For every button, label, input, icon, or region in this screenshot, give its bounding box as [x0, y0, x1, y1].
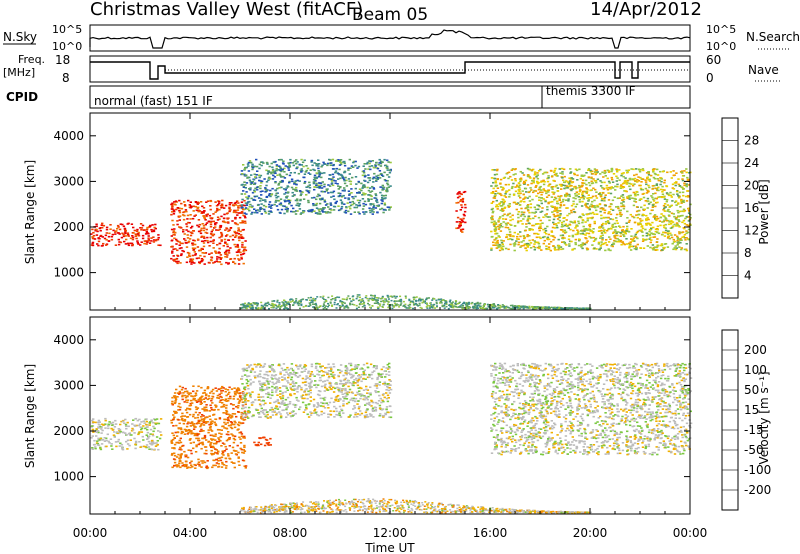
power-cbar-tick-6: 28 — [744, 134, 759, 148]
y-tick-label-vel-0: 1000 — [53, 470, 84, 484]
nsearch-tick-bottom: 10^0 — [706, 40, 736, 53]
vel-cbar-tick-3: 15 — [744, 403, 759, 417]
noise-strip: N.Sky 10^5 10^0 10^5 10^0 N.Search — [3, 23, 800, 53]
y-tick-label-vel-3: 4000 — [53, 333, 84, 347]
nave-label: Nave — [748, 63, 779, 77]
power-cbar-tick-1: 8 — [744, 246, 752, 260]
noise-trace — [89, 29, 691, 49]
power-feature-3 — [455, 190, 467, 233]
nsky-tick-top: 10^5 — [52, 23, 82, 36]
velocity-colorbar: 200 100 50 15 -15 -50 -100 -200 — [721, 329, 771, 511]
vel-cbar-tick-7: -200 — [744, 483, 771, 497]
power-cbar-tick-0: 4 — [744, 269, 752, 283]
vel-cbar-tick-6: -100 — [744, 463, 771, 477]
nave-tick-top: 60 — [706, 53, 721, 67]
y-tick-label-power-1: 2000 — [53, 220, 84, 234]
x-tick-label-0: 00:00 — [73, 526, 108, 540]
nsky-label: N.Sky — [3, 30, 37, 44]
frequency-strip: Freq. [MHz] 18 8 60 0 Nave — [3, 53, 780, 85]
vel-cbar-tick-2: 50 — [744, 383, 759, 397]
velocity-feature-1 — [170, 385, 248, 470]
y-tick-label-power-3: 4000 — [53, 129, 84, 143]
y-tick-label-power-2: 3000 — [53, 174, 84, 188]
power-colorbar-label: Power [dB] — [757, 179, 771, 244]
freq-tick-bottom: 8 — [62, 71, 70, 85]
power-cbar-tick-5: 24 — [744, 156, 759, 170]
y-tick-label-power-0: 1000 — [53, 266, 84, 280]
velocity-panel: 1000 2000 3000 4000 — [53, 316, 693, 515]
beam-title: Beam 05 — [352, 5, 428, 25]
xlabel: Time UT — [364, 541, 415, 554]
cpid-themis: themis 3300 IF — [546, 84, 636, 98]
velocity-feature-3 — [240, 362, 393, 419]
velocity-colorbar-label: Velocity [m s⁻¹] — [757, 371, 771, 464]
velocity-feature-4 — [490, 362, 693, 456]
velocity-feature-2 — [253, 436, 272, 447]
power-feature-2 — [240, 158, 392, 215]
x-tick-label-2: 08:00 — [273, 526, 308, 540]
vel-cbar-tick-0: 200 — [744, 343, 767, 357]
power-cbar-tick-3: 16 — [744, 201, 759, 215]
nsearch-label: N.Search — [746, 30, 800, 44]
nsearch-tick-top: 10^5 — [706, 23, 736, 36]
power-panel: 1000 2000 3000 4000 — [53, 112, 692, 311]
freq-trace — [90, 61, 690, 80]
cpid-label: CPID — [6, 90, 38, 104]
velocity-feature-0 — [90, 417, 163, 451]
vel-ground-scatter — [240, 498, 592, 514]
date-title: 14/Apr/2012 — [590, 0, 702, 20]
y-tick-label-vel-1: 2000 — [53, 424, 84, 438]
freq-label: Freq. — [18, 53, 45, 66]
power-data-layer — [90, 158, 692, 310]
power-cbar-tick-4: 20 — [744, 179, 759, 193]
cpid-strip: CPID normal (fast) 151 IF themis 3300 IF — [6, 84, 691, 109]
velocity-ylabel: Slant Range [km] — [23, 364, 37, 468]
power-feature-1 — [170, 199, 248, 266]
power-feature-0 — [90, 222, 162, 247]
power-ground-scatter — [240, 294, 592, 310]
y-tick-label-vel-2: 3000 — [53, 378, 84, 392]
vel-cbar-tick-5: -50 — [744, 443, 764, 457]
nsky-tick-bottom: 10^0 — [52, 40, 82, 53]
x-tick-label-1: 04:00 — [173, 526, 208, 540]
power-cbar-tick-2: 12 — [744, 224, 759, 238]
power-feature-4 — [490, 167, 692, 252]
freq-tick-top: 18 — [55, 53, 70, 67]
x-tick-label-3: 12:00 — [373, 526, 408, 540]
x-tick-label-6: 00:00 — [673, 526, 708, 540]
freq-unit: [MHz] — [3, 66, 35, 79]
x-tick-label-5: 20:00 — [573, 526, 608, 540]
vel-cbar-tick-1: 100 — [744, 363, 767, 377]
cpid-normal: normal (fast) 151 IF — [94, 94, 213, 108]
power-ylabel: Slant Range [km] — [23, 160, 37, 264]
x-tick-label-4: 16:00 — [473, 526, 508, 540]
velocity-data-layer — [90, 362, 693, 514]
station-title: Christmas Valley West (fitACF) — [90, 0, 363, 20]
vel-cbar-tick-4: -15 — [744, 423, 764, 437]
nave-tick-bottom: 0 — [706, 71, 714, 85]
power-colorbar: 4 8 12 16 20 24 28 — [721, 117, 759, 299]
